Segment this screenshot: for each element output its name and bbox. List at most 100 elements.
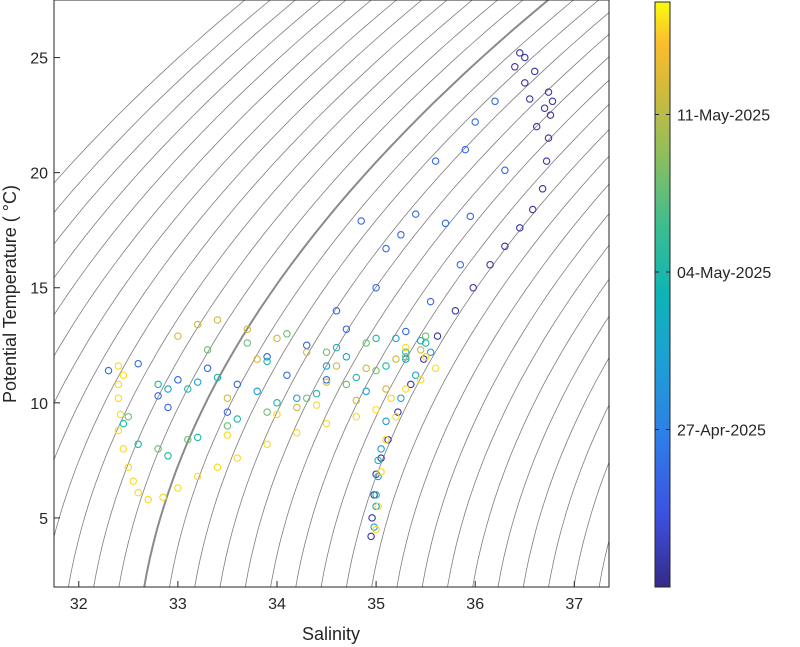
data-point xyxy=(253,355,261,363)
isopycnal-line xyxy=(573,461,609,587)
data-point xyxy=(233,454,242,462)
data-point xyxy=(392,412,400,421)
data-point xyxy=(466,212,475,221)
data-point xyxy=(253,387,261,396)
data-point xyxy=(540,104,549,112)
isopycnal-line xyxy=(54,0,271,214)
isopycnal-line xyxy=(522,356,609,587)
data-point xyxy=(367,532,375,541)
data-point xyxy=(243,325,252,333)
data-point xyxy=(402,353,410,361)
data-point xyxy=(525,95,534,103)
data-point xyxy=(382,435,390,444)
data-point xyxy=(461,145,470,154)
isopycnal-line xyxy=(548,404,609,587)
data-point xyxy=(521,53,529,62)
isopycnal-line xyxy=(54,0,397,404)
data-point xyxy=(387,394,395,402)
data-point xyxy=(213,373,222,382)
isopycnal-line xyxy=(624,0,800,587)
data-point xyxy=(114,394,123,402)
data-point xyxy=(342,380,351,389)
data-point xyxy=(501,166,509,175)
colorbar-tick-label: 11-May-2025 xyxy=(677,108,770,125)
data-point xyxy=(370,523,378,531)
data-point xyxy=(441,219,450,228)
data-point xyxy=(411,371,420,379)
data-point xyxy=(193,433,202,442)
data-point xyxy=(426,297,435,306)
isopycnal-line xyxy=(295,79,609,587)
data-point xyxy=(530,67,539,76)
data-point xyxy=(538,185,547,193)
data-point xyxy=(516,224,524,232)
data-point xyxy=(382,362,390,370)
isopycnal-line xyxy=(244,33,609,587)
y-tick-label: 20 xyxy=(30,166,48,183)
data-point xyxy=(416,376,425,384)
data-point xyxy=(263,408,271,416)
data-point xyxy=(174,376,182,384)
data-point xyxy=(144,495,152,504)
data-point xyxy=(159,493,167,501)
data-point xyxy=(119,371,128,379)
data-point xyxy=(397,394,405,402)
x-tick-label: 32 xyxy=(70,596,88,613)
data-point xyxy=(374,502,382,511)
isopycnal-line xyxy=(169,0,574,587)
data-point xyxy=(233,380,242,389)
isopycnal-line xyxy=(346,129,609,587)
data-point xyxy=(521,79,529,87)
data-point xyxy=(154,445,162,453)
data-point xyxy=(342,353,351,361)
data-point xyxy=(362,387,370,396)
data-point xyxy=(372,334,380,343)
data-point xyxy=(382,385,390,393)
isopycnal-line xyxy=(54,0,347,316)
data-point xyxy=(293,394,301,402)
data-point xyxy=(469,283,477,292)
data-point xyxy=(124,412,133,421)
data-point xyxy=(223,431,232,439)
data-point xyxy=(114,380,123,389)
data-point xyxy=(368,514,376,522)
y-tick-label: 25 xyxy=(30,51,48,68)
isopycnal-line xyxy=(396,183,609,587)
y-tick-label: 5 xyxy=(39,511,48,528)
data-point xyxy=(184,435,192,444)
data-point xyxy=(114,426,123,435)
data-point xyxy=(322,362,331,370)
data-point xyxy=(332,343,341,352)
data-point xyxy=(532,122,541,131)
data-point xyxy=(501,242,509,251)
data-point xyxy=(357,217,365,225)
data-point xyxy=(372,491,380,499)
data-point xyxy=(203,364,212,373)
data-point xyxy=(293,403,301,412)
data-point xyxy=(421,353,430,361)
isopycnal-contours xyxy=(54,0,800,587)
data-point xyxy=(456,260,465,269)
data-point xyxy=(116,410,125,419)
data-point xyxy=(392,355,400,363)
data-point xyxy=(322,378,331,386)
data-point xyxy=(302,348,311,356)
data-point xyxy=(374,456,382,465)
data-point xyxy=(528,205,537,214)
plot-background xyxy=(54,0,609,587)
data-point xyxy=(273,410,281,419)
data-point xyxy=(154,380,162,389)
data-point xyxy=(546,111,555,119)
plot-area: 32 33 34 35 36 37 5 10 15 20 25 xyxy=(30,0,800,613)
data-point xyxy=(486,260,494,269)
data-point xyxy=(377,468,385,476)
colorbar-tick-label: 27-Apr-2025 xyxy=(677,423,766,440)
data-point xyxy=(544,134,553,142)
colorbar-tick-label: 04-May-2025 xyxy=(677,265,771,282)
data-point xyxy=(283,371,291,379)
data-point xyxy=(362,364,370,373)
data-point xyxy=(322,376,331,384)
data-point xyxy=(134,440,142,449)
isopycnal-line xyxy=(68,0,473,587)
data-point xyxy=(233,415,242,423)
